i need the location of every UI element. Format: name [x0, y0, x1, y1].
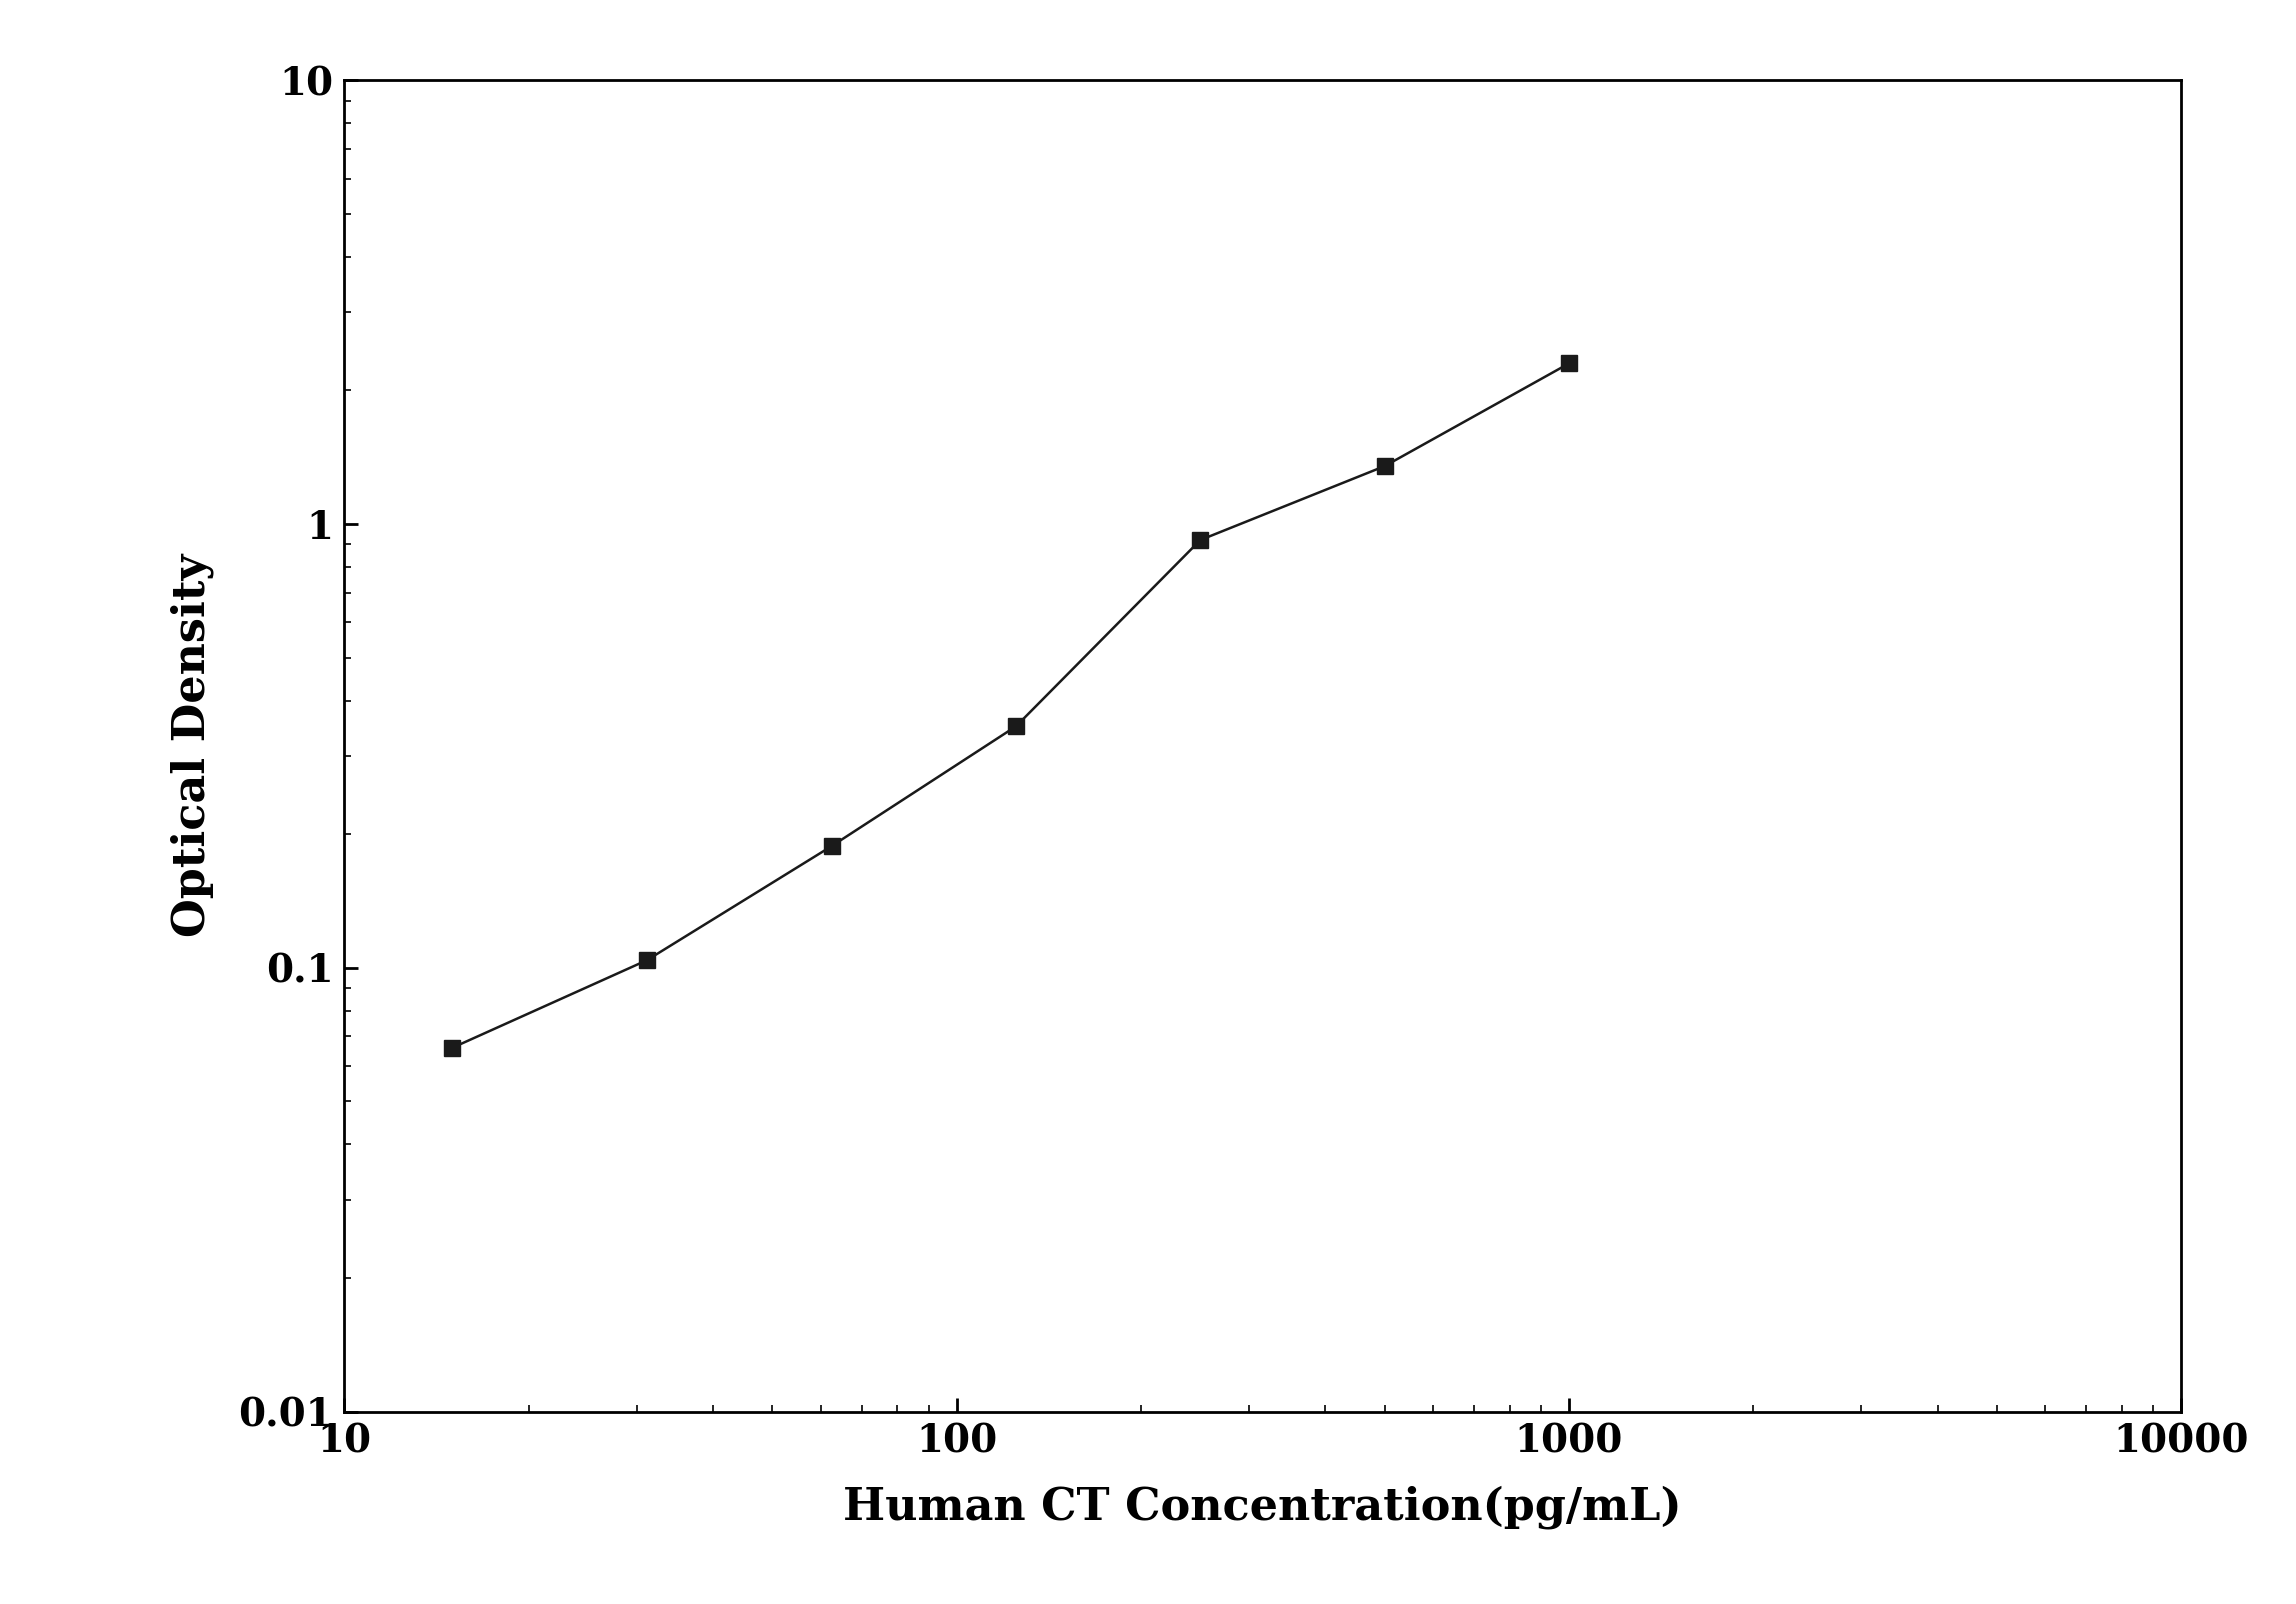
Y-axis label: Optical Density: Optical Density: [170, 555, 214, 937]
X-axis label: Human CT Concentration(pg/mL): Human CT Concentration(pg/mL): [843, 1485, 1683, 1529]
